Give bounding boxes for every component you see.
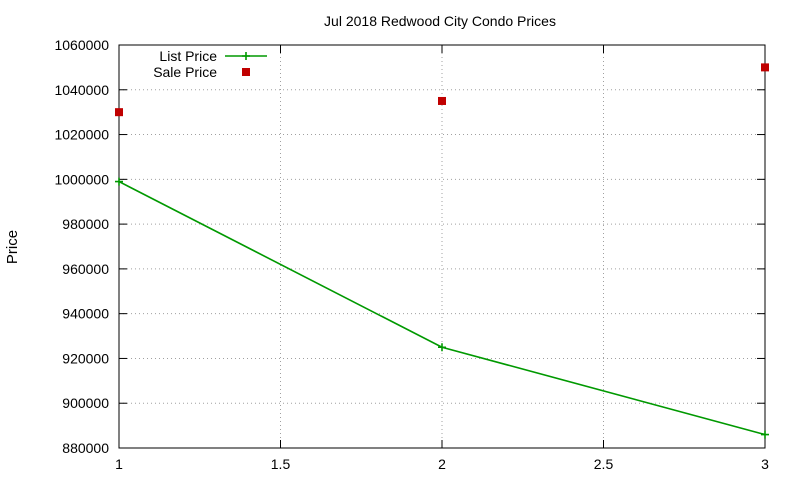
y-tick-label: 1060000 xyxy=(54,37,109,53)
x-tick-label: 2.5 xyxy=(594,456,614,472)
list-price-point xyxy=(761,430,769,439)
x-tick-label: 1 xyxy=(115,456,123,472)
y-tick-label: 1040000 xyxy=(54,82,109,98)
x-tick-label: 1.5 xyxy=(271,456,291,472)
list-price-point xyxy=(115,177,123,186)
y-tick-label: 960000 xyxy=(62,261,109,277)
legend-swatch-marker xyxy=(242,52,250,60)
x-tick-label: 2 xyxy=(438,456,446,472)
y-tick-label: 940000 xyxy=(62,306,109,322)
legend-swatch-marker xyxy=(242,68,250,76)
sale-price-point xyxy=(761,63,769,72)
axis-ticks: 880000 900000 920000 940000 960000 980000 1000… xyxy=(54,37,769,472)
y-tick-label: 920000 xyxy=(62,350,109,366)
legend-label: Sale Price xyxy=(153,64,217,80)
chart-title: Jul 2018 Redwood City Condo Prices xyxy=(324,13,556,29)
sale-price-point xyxy=(438,96,446,105)
list-price-point xyxy=(438,343,446,352)
legend-label: List Price xyxy=(159,48,217,64)
y-tick-label: 1020000 xyxy=(54,127,109,143)
list-price-line xyxy=(118,180,766,436)
y-tick-label: 1000000 xyxy=(54,171,109,187)
y-axis-title: Price xyxy=(4,230,21,264)
grid-lines xyxy=(119,45,765,448)
x-tick-label: 3 xyxy=(761,456,769,472)
y-tick-label: 880000 xyxy=(62,440,109,456)
y-tick-label: 900000 xyxy=(62,395,109,411)
sale-price-point xyxy=(115,108,123,117)
series-layer xyxy=(115,63,769,439)
y-tick-label: 980000 xyxy=(62,216,109,232)
